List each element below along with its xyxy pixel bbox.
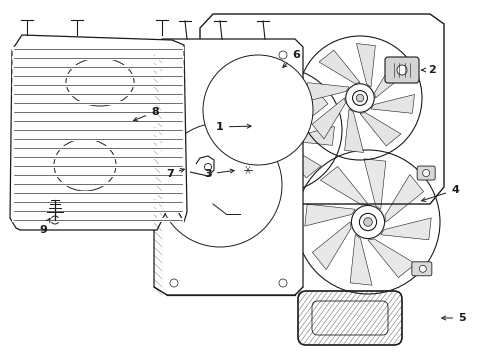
Circle shape <box>272 122 287 138</box>
Polygon shape <box>359 113 400 146</box>
Text: 2: 2 <box>421 65 435 75</box>
Text: 6: 6 <box>282 50 299 67</box>
Polygon shape <box>264 141 283 184</box>
Circle shape <box>356 94 363 102</box>
Circle shape <box>352 91 366 105</box>
Circle shape <box>351 206 384 239</box>
Circle shape <box>422 170 429 176</box>
Polygon shape <box>370 94 414 113</box>
Polygon shape <box>10 35 186 230</box>
Polygon shape <box>367 239 415 278</box>
Circle shape <box>203 55 312 165</box>
Circle shape <box>279 279 286 287</box>
Polygon shape <box>344 109 363 152</box>
Text: 3: 3 <box>204 169 234 179</box>
FancyBboxPatch shape <box>416 166 434 180</box>
Polygon shape <box>363 159 385 209</box>
Polygon shape <box>294 89 327 130</box>
Polygon shape <box>374 57 407 98</box>
Polygon shape <box>320 166 367 205</box>
Circle shape <box>245 167 250 172</box>
Circle shape <box>279 51 286 59</box>
Text: 8: 8 <box>133 107 159 121</box>
Ellipse shape <box>54 139 116 191</box>
Polygon shape <box>276 76 295 119</box>
Circle shape <box>51 216 59 224</box>
Text: 1: 1 <box>216 122 251 132</box>
Text: 7: 7 <box>166 168 184 179</box>
Polygon shape <box>280 145 320 178</box>
Text: 9: 9 <box>39 218 50 235</box>
Circle shape <box>158 123 282 247</box>
Polygon shape <box>154 39 303 295</box>
FancyBboxPatch shape <box>384 57 418 83</box>
Polygon shape <box>349 235 371 285</box>
Circle shape <box>396 65 406 75</box>
Polygon shape <box>305 83 348 102</box>
Circle shape <box>345 84 373 112</box>
Circle shape <box>170 279 178 287</box>
Polygon shape <box>311 98 345 139</box>
Circle shape <box>363 218 371 226</box>
Polygon shape <box>356 44 375 87</box>
Circle shape <box>243 166 252 175</box>
Circle shape <box>265 116 294 144</box>
Polygon shape <box>304 204 355 226</box>
Circle shape <box>359 213 376 231</box>
Circle shape <box>419 265 426 272</box>
Polygon shape <box>384 174 423 222</box>
Text: 4: 4 <box>421 185 458 202</box>
Polygon shape <box>239 82 280 116</box>
Circle shape <box>276 126 283 134</box>
Ellipse shape <box>66 58 134 106</box>
Text: 5: 5 <box>441 313 465 323</box>
Polygon shape <box>312 222 350 270</box>
Polygon shape <box>225 114 268 134</box>
Polygon shape <box>380 218 430 240</box>
FancyBboxPatch shape <box>411 262 431 276</box>
Polygon shape <box>232 130 265 171</box>
Polygon shape <box>318 50 359 84</box>
Circle shape <box>168 51 176 59</box>
Polygon shape <box>290 126 334 145</box>
